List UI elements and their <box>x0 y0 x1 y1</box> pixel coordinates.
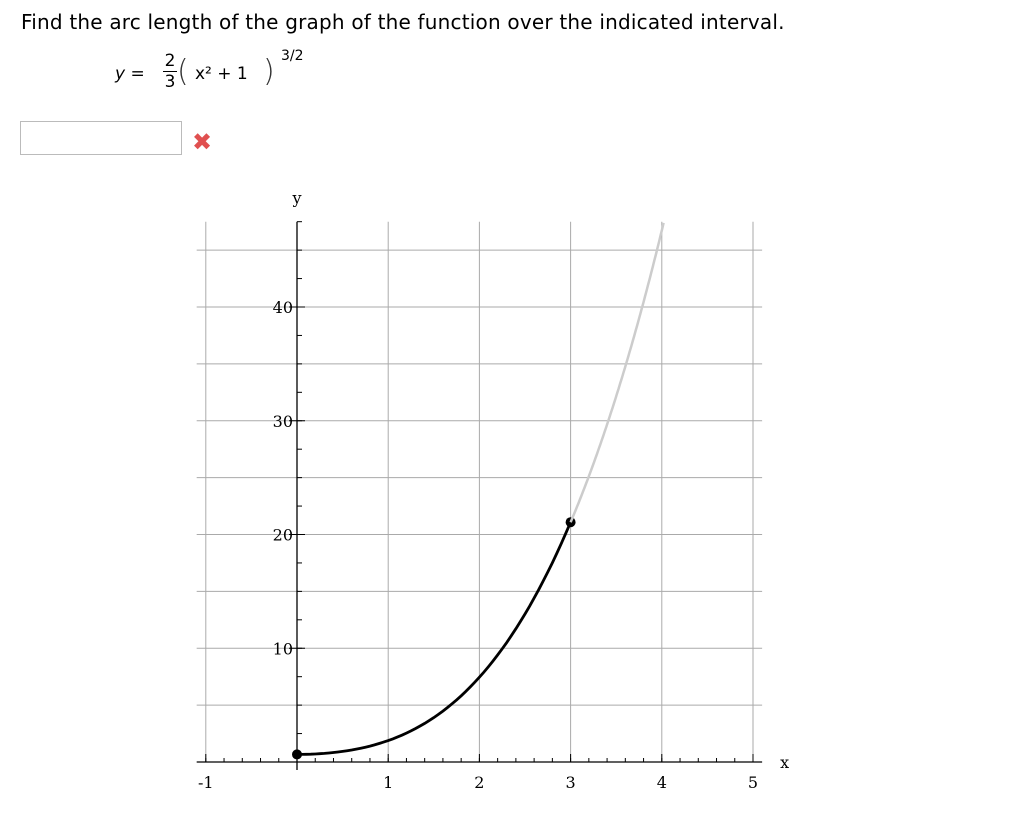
answer-input[interactable] <box>20 121 182 155</box>
x-tick-label: 2 <box>474 773 484 792</box>
endpoint-dot <box>292 749 302 760</box>
fraction-numerator: 2 <box>164 51 176 71</box>
y-tick-label: 40 <box>273 298 293 317</box>
equation-lhs: y = <box>115 64 145 84</box>
function-curve-1 <box>569 222 665 523</box>
y-axis-label: y <box>291 189 301 208</box>
endpoint-dot <box>565 517 576 528</box>
x-tick-label: -1 <box>198 773 214 792</box>
x-tick-label: 3 <box>566 773 576 792</box>
chart: -1 1 2 3 4 5 10 20 30 40 x y <box>196 189 789 792</box>
x-tick-label: 1 <box>383 773 393 792</box>
x-axis-label: x <box>780 753 789 772</box>
equation-inner: x² + 1 <box>195 64 248 84</box>
y-tick-label: 20 <box>273 526 293 545</box>
equation-fraction: 2 3 <box>163 52 177 91</box>
incorrect-x-icon: ✖ <box>192 128 213 156</box>
fraction-denominator: 3 <box>164 72 176 92</box>
y-tick-label: 10 <box>273 639 293 658</box>
left-paren: ( <box>177 54 189 89</box>
question-text: Find the arc length of the graph of the … <box>21 10 785 34</box>
right-paren: ) <box>263 54 275 89</box>
x-tick-label: 4 <box>657 773 667 792</box>
equation-exponent: 3/2 <box>281 48 304 64</box>
function-curve-0 <box>297 521 572 756</box>
y-tick-label: 30 <box>273 412 293 431</box>
x-tick-label: 5 <box>748 773 758 792</box>
